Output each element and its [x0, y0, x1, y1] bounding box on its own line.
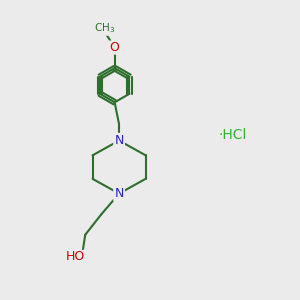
Text: ·HCl: ·HCl: [218, 128, 247, 142]
Text: N: N: [114, 134, 124, 147]
Text: CH$_3$: CH$_3$: [94, 22, 115, 35]
Text: HO: HO: [65, 250, 85, 263]
Text: O: O: [110, 41, 120, 54]
Text: N: N: [114, 187, 124, 200]
